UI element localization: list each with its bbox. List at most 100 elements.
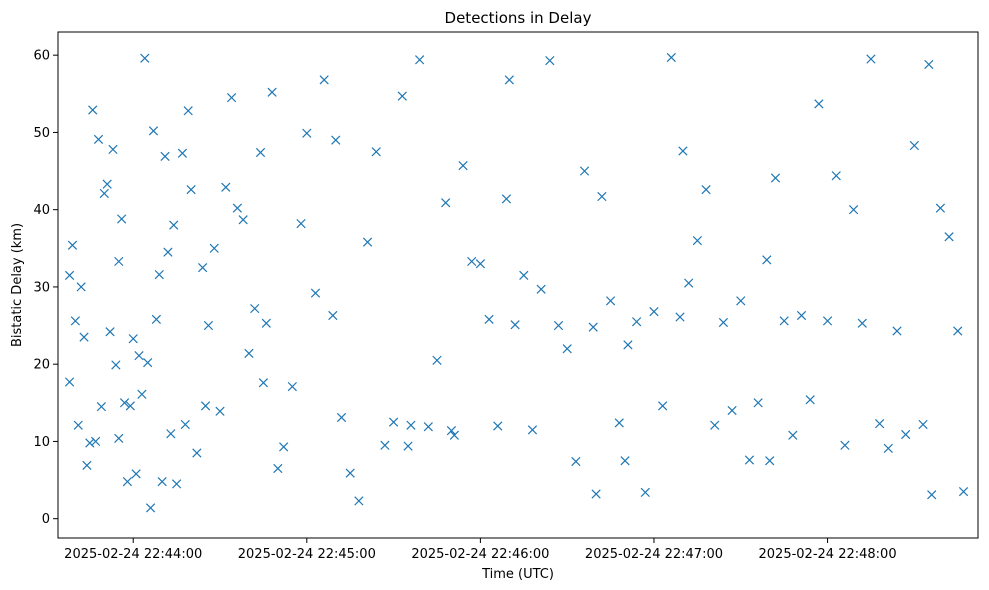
data-point [215, 406, 225, 416]
data-point [64, 270, 75, 280]
data-point [840, 440, 850, 450]
data-point [788, 430, 798, 440]
data-point [701, 184, 711, 195]
y-axis-ticks: 0 10 20 30 40 50 60 [33, 49, 58, 527]
data-point [108, 144, 118, 155]
data-point [744, 455, 755, 465]
data-point [753, 398, 763, 408]
data-point [85, 438, 95, 448]
data-point [571, 456, 581, 467]
data-point [710, 420, 720, 430]
data-point [924, 59, 934, 70]
data-point [148, 126, 159, 136]
data-point [88, 105, 98, 115]
data-point [527, 425, 538, 435]
data-point [588, 322, 598, 332]
data-point [848, 205, 859, 215]
data-point [432, 355, 442, 365]
data-point [119, 398, 130, 408]
data-point [484, 314, 494, 325]
data-point [143, 358, 153, 368]
data-point [510, 320, 520, 330]
data-point [718, 317, 729, 328]
data-point [302, 128, 312, 138]
data-point [441, 198, 451, 208]
data-point [467, 256, 477, 267]
data-point [935, 203, 946, 213]
data-point [250, 303, 260, 314]
x-axis-label: Time (UTC) [481, 567, 554, 582]
data-point [319, 75, 329, 85]
data-point [99, 188, 109, 199]
data-point [805, 395, 815, 405]
data-point [209, 243, 219, 253]
x-tick-label: 2025-02-24 22:48:00 [759, 547, 897, 562]
data-point [200, 401, 211, 411]
data-point [493, 421, 503, 431]
data-point [605, 296, 616, 306]
data-point [501, 194, 512, 204]
data-point [160, 151, 170, 162]
y-tick-label: 50 [33, 126, 50, 141]
data-point [684, 278, 694, 288]
data-point [762, 255, 772, 265]
data-point [692, 235, 702, 246]
x-tick-label: 2025-02-24 22:46:00 [411, 547, 549, 562]
data-point [163, 247, 173, 257]
data-point [203, 320, 214, 331]
data-point [186, 184, 196, 195]
data-point [255, 147, 266, 158]
data-point [831, 171, 841, 181]
data-point [336, 412, 347, 423]
data-point [232, 203, 242, 213]
data-point [261, 318, 271, 328]
data-point [151, 314, 161, 325]
data-point [221, 182, 231, 192]
data-point [267, 87, 277, 97]
y-tick-label: 30 [33, 280, 50, 295]
data-point [727, 405, 737, 416]
data-point [614, 418, 624, 428]
y-tick-label: 0 [42, 512, 50, 527]
data-point [944, 232, 954, 242]
plot-frame [57, 31, 979, 539]
data-point [354, 496, 364, 506]
data-point [82, 460, 92, 471]
data-point [875, 419, 885, 429]
data-point [131, 469, 141, 479]
data-point [562, 344, 572, 354]
data-point [591, 489, 601, 499]
data-point [70, 316, 80, 326]
data-point [177, 148, 188, 158]
data-point [736, 296, 746, 306]
data-point [154, 269, 164, 280]
data-point [76, 282, 86, 292]
data-point [449, 430, 459, 440]
data-point [892, 326, 902, 336]
data-point [328, 310, 338, 321]
data-point [362, 237, 373, 247]
data-point [140, 53, 150, 63]
data-point [198, 262, 208, 273]
chart-title: Detections in Delay [445, 9, 592, 27]
data-point [446, 425, 457, 436]
data-point [380, 440, 390, 450]
x-tick-label: 2025-02-24 22:45:00 [238, 547, 376, 562]
data-point [180, 419, 190, 430]
data-point [953, 326, 963, 336]
data-point [678, 146, 688, 156]
data-point [67, 240, 78, 250]
data-point [397, 91, 407, 101]
data-point [623, 340, 633, 350]
data-point [620, 456, 630, 466]
data-point [822, 316, 833, 326]
data-point [279, 442, 289, 452]
data-point [122, 476, 133, 487]
data-point [238, 215, 248, 225]
data-point [406, 420, 416, 430]
data-point [918, 419, 928, 430]
data-point [93, 134, 104, 145]
x-axis-ticks: 2025-02-24 22:44:00 2025-02-24 22:45:00 20… [64, 538, 897, 562]
data-point [519, 270, 529, 280]
